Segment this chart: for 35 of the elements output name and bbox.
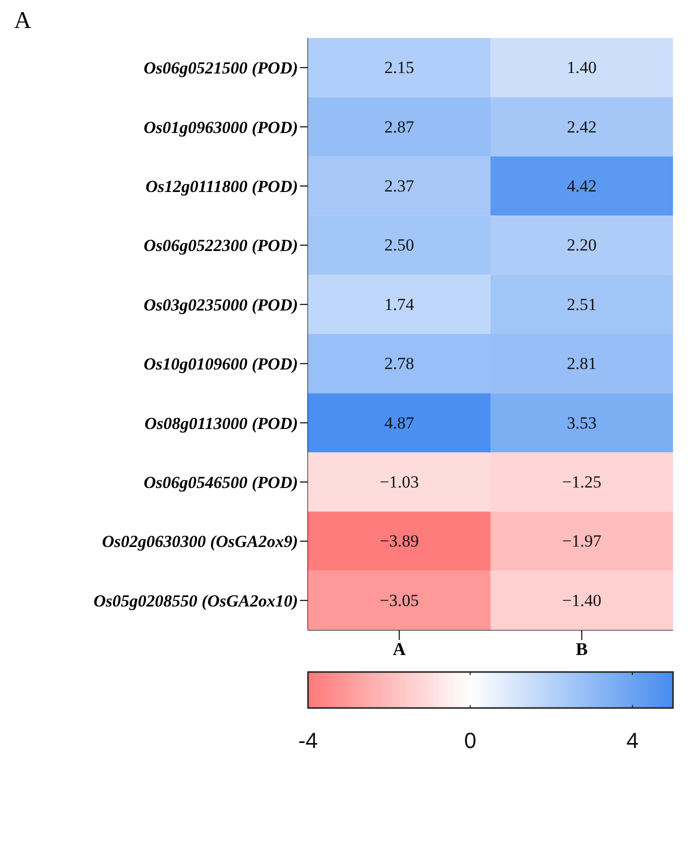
- data-label: 2.78: [384, 354, 414, 374]
- data-label: 2.42: [566, 117, 597, 136]
- data-label: 2.51: [566, 294, 597, 314]
- y-tick-label: Os10g0109600 (POD): [144, 354, 298, 374]
- y-tick-label: Os02g0630300 (OsGA2ox9): [102, 532, 298, 552]
- data-label: 2.15: [384, 58, 414, 78]
- y-tick-label: Os08g0113000 (POD): [144, 414, 298, 433]
- color-bar-label: -4: [298, 728, 318, 753]
- data-label: 2.37: [384, 176, 415, 196]
- color-bar-label: 4: [626, 728, 639, 753]
- data-label: 2.20: [566, 236, 597, 255]
- y-tick-label: Os06g0546500 (POD): [144, 473, 298, 492]
- color-bar-label: 0: [464, 728, 476, 753]
- data-label: −3.05: [380, 590, 419, 610]
- data-label: 4.42: [566, 176, 597, 196]
- data-label: 2.81: [566, 354, 597, 374]
- data-label: 1.74: [384, 294, 415, 314]
- data-label: −1.40: [562, 590, 602, 610]
- y-tick-label: Os05g0208550 (OsGA2ox10): [94, 591, 298, 610]
- data-label: 2.87: [384, 117, 415, 136]
- data-label: 3.53: [566, 413, 597, 432]
- y-tick-label: Os06g0522300 (POD): [144, 236, 298, 256]
- y-tick-label: Os01g0963000 (POD): [144, 118, 298, 137]
- y-tick-label: Os12g0111800 (POD): [145, 177, 298, 196]
- data-label: −1.03: [380, 472, 419, 492]
- data-label: −3.89: [380, 532, 419, 551]
- data-label: 4.87: [384, 413, 415, 432]
- x-tick-label: B: [576, 638, 588, 659]
- data-label: 2.50: [384, 236, 414, 255]
- y-tick-label: Os03g0235000 (POD): [144, 295, 298, 314]
- text: A: [13, 8, 32, 36]
- y-tick-label: Os06g0521500 (POD): [144, 58, 298, 78]
- data-label: 1.40: [566, 58, 597, 78]
- data-label: −1.25: [562, 472, 602, 492]
- data-label: −1.97: [562, 532, 602, 551]
